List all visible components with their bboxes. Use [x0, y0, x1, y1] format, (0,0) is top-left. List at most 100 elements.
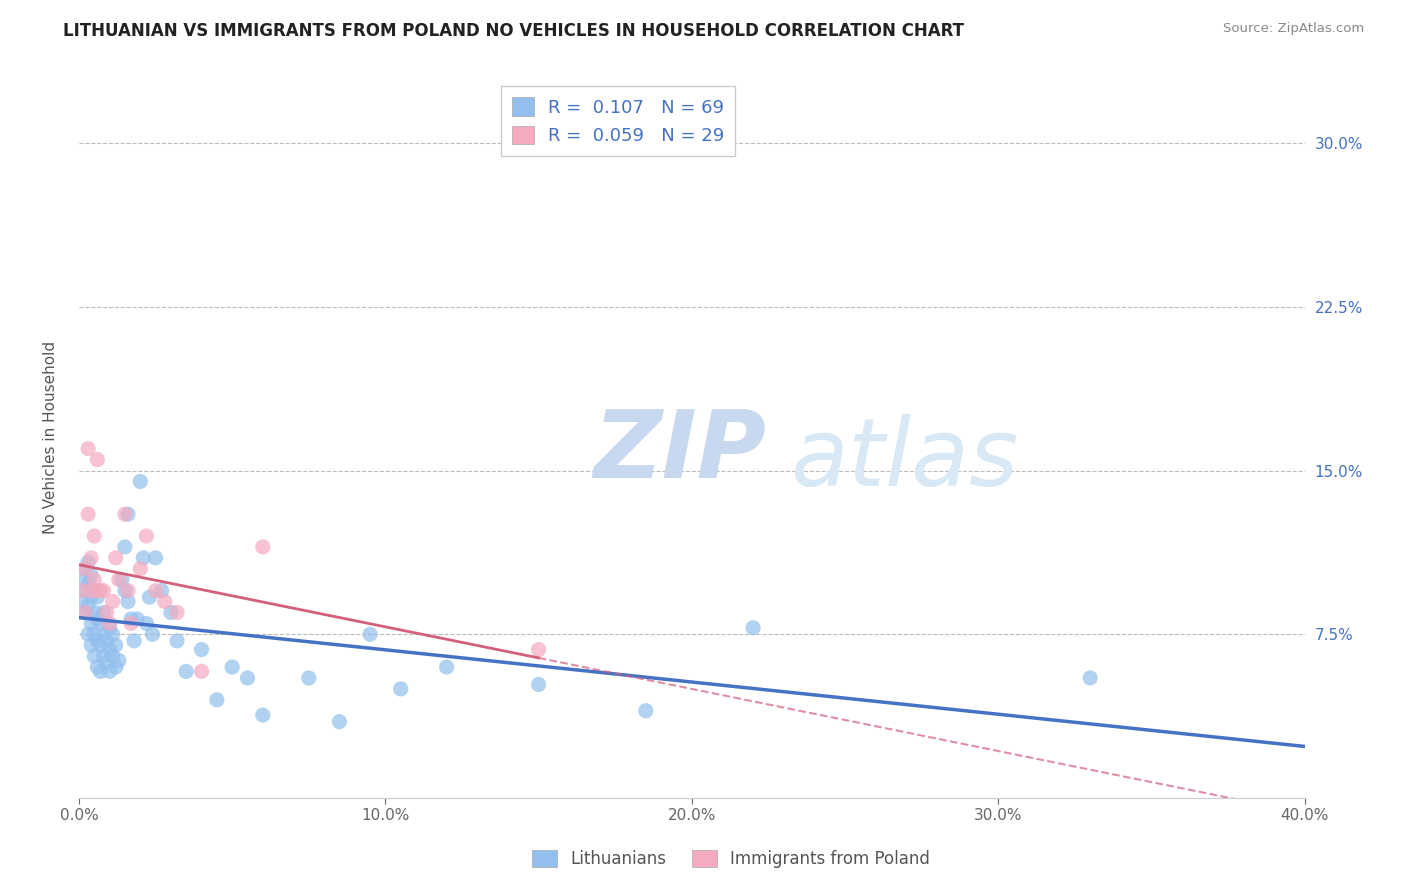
Point: [120, 612, 142, 626]
Point: [77, 442, 100, 456]
Point: [80, 583, 103, 598]
Point: [89, 638, 111, 652]
Point: [359, 627, 381, 641]
Text: LITHUANIAN VS IMMIGRANTS FROM POLAND NO VEHICLES IN HOUSEHOLD CORRELATION CHART: LITHUANIAN VS IMMIGRANTS FROM POLAND NO …: [63, 22, 965, 40]
Point: [86, 633, 108, 648]
Point: [190, 642, 212, 657]
Point: [107, 573, 129, 587]
Point: [89, 583, 111, 598]
Point: [145, 583, 167, 598]
Point: [93, 627, 115, 641]
Text: Source: ZipAtlas.com: Source: ZipAtlas.com: [1223, 22, 1364, 36]
Point: [527, 677, 550, 691]
Point: [145, 550, 167, 565]
Point: [70, 583, 93, 598]
Point: [527, 642, 550, 657]
Point: [80, 590, 103, 604]
Point: [83, 649, 105, 664]
Point: [101, 627, 124, 641]
Point: [77, 627, 100, 641]
Point: [129, 475, 152, 489]
Legend: Lithuanians, Immigrants from Poland: Lithuanians, Immigrants from Poland: [526, 843, 936, 875]
Point: [132, 550, 155, 565]
Point: [166, 633, 188, 648]
Point: [117, 507, 139, 521]
Point: [104, 660, 127, 674]
Point: [77, 599, 100, 613]
Point: [174, 665, 197, 679]
Point: [135, 529, 157, 543]
Point: [153, 594, 176, 608]
Y-axis label: No Vehicles in Household: No Vehicles in Household: [44, 341, 58, 534]
Point: [122, 633, 145, 648]
Point: [742, 621, 765, 635]
Point: [96, 656, 118, 670]
Point: [436, 660, 458, 674]
Point: [83, 627, 105, 641]
Point: [75, 562, 97, 576]
Legend: R =  0.107   N = 69, R =  0.059   N = 29: R = 0.107 N = 69, R = 0.059 N = 29: [502, 87, 735, 156]
Point: [120, 616, 142, 631]
Point: [114, 583, 136, 598]
Point: [83, 583, 105, 598]
Point: [138, 590, 160, 604]
Point: [96, 606, 118, 620]
Point: [160, 606, 183, 620]
Point: [236, 671, 259, 685]
Point: [86, 612, 108, 626]
Point: [86, 590, 108, 604]
Point: [298, 671, 321, 685]
Point: [70, 594, 93, 608]
Point: [75, 562, 97, 576]
Point: [96, 633, 118, 648]
Point: [634, 704, 657, 718]
Point: [205, 693, 228, 707]
Point: [83, 606, 105, 620]
Point: [114, 507, 136, 521]
Point: [98, 642, 121, 657]
Point: [86, 452, 108, 467]
Point: [190, 665, 212, 679]
Point: [98, 616, 121, 631]
Point: [77, 507, 100, 521]
Point: [221, 660, 243, 674]
Point: [77, 555, 100, 569]
Point: [89, 665, 111, 679]
Point: [75, 583, 97, 598]
Point: [104, 638, 127, 652]
Point: [135, 616, 157, 631]
Point: [93, 649, 115, 664]
Point: [150, 583, 173, 598]
Point: [252, 708, 274, 723]
Point: [75, 606, 97, 620]
Point: [70, 573, 93, 587]
Point: [127, 612, 149, 626]
Point: [107, 653, 129, 667]
Point: [166, 606, 188, 620]
Point: [101, 594, 124, 608]
Point: [1078, 671, 1101, 685]
Point: [86, 660, 108, 674]
Point: [80, 550, 103, 565]
Point: [80, 616, 103, 631]
Point: [89, 616, 111, 631]
Point: [75, 606, 97, 620]
Point: [80, 638, 103, 652]
Point: [117, 583, 139, 598]
Point: [83, 573, 105, 587]
Point: [93, 583, 115, 598]
Point: [77, 577, 100, 591]
Point: [80, 568, 103, 582]
Point: [101, 649, 124, 664]
Point: [83, 529, 105, 543]
Point: [98, 621, 121, 635]
Point: [117, 594, 139, 608]
Point: [93, 606, 115, 620]
Point: [129, 562, 152, 576]
Point: [389, 681, 412, 696]
Point: [252, 540, 274, 554]
Point: [141, 627, 163, 641]
Point: [86, 583, 108, 598]
Point: [114, 540, 136, 554]
Point: [328, 714, 350, 729]
